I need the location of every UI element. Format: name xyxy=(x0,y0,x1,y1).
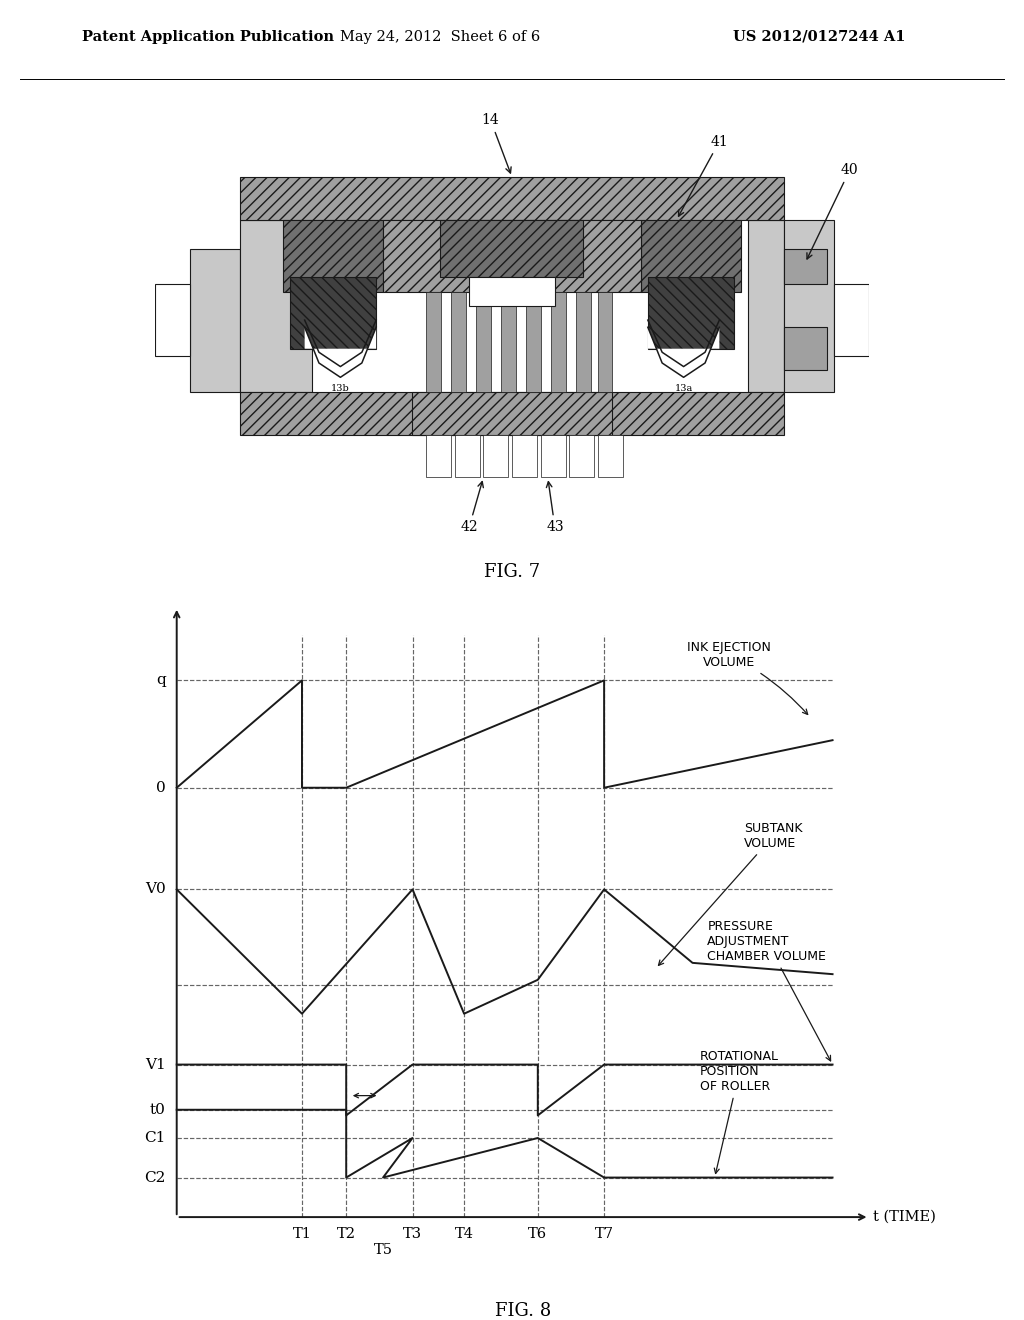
Bar xyxy=(748,220,783,392)
Bar xyxy=(648,277,733,348)
Text: t (TIME): t (TIME) xyxy=(873,1210,936,1224)
Text: T3: T3 xyxy=(403,1228,422,1241)
Text: T6: T6 xyxy=(528,1228,548,1241)
Text: FIG. 7: FIG. 7 xyxy=(484,564,540,581)
Bar xyxy=(569,434,594,478)
Bar xyxy=(476,292,490,392)
Bar xyxy=(241,392,783,434)
Bar xyxy=(598,434,623,478)
Bar xyxy=(641,220,740,292)
Text: 14: 14 xyxy=(481,114,511,173)
Text: V1: V1 xyxy=(145,1057,166,1072)
Bar xyxy=(455,434,480,478)
Bar xyxy=(598,292,612,392)
Bar xyxy=(502,292,515,392)
Text: T2: T2 xyxy=(337,1228,355,1241)
Bar xyxy=(155,284,190,356)
Bar xyxy=(452,292,466,392)
Text: Patent Application Publication: Patent Application Publication xyxy=(82,29,334,44)
Text: 40: 40 xyxy=(807,164,858,259)
Bar xyxy=(426,434,452,478)
Text: t0: t0 xyxy=(150,1102,166,1117)
Text: 42: 42 xyxy=(460,482,483,535)
Text: q: q xyxy=(156,673,166,688)
Text: 43: 43 xyxy=(546,482,564,535)
Bar xyxy=(541,434,565,478)
Text: May 24, 2012  Sheet 6 of 6: May 24, 2012 Sheet 6 of 6 xyxy=(340,29,541,44)
Bar xyxy=(412,392,612,434)
Bar xyxy=(241,220,311,392)
Bar xyxy=(483,434,509,478)
Text: 0: 0 xyxy=(156,780,166,795)
Text: 13a: 13a xyxy=(675,384,692,393)
Bar xyxy=(577,292,591,392)
Bar xyxy=(783,248,826,284)
Bar xyxy=(291,277,376,348)
Text: INK EJECTION
VOLUME: INK EJECTION VOLUME xyxy=(687,642,808,714)
Text: PRESSURE
ADJUSTMENT
CHAMBER VOLUME: PRESSURE ADJUSTMENT CHAMBER VOLUME xyxy=(708,920,830,1061)
Bar xyxy=(526,292,541,392)
Text: C1: C1 xyxy=(144,1131,166,1144)
Bar xyxy=(241,177,783,220)
Bar xyxy=(551,292,565,392)
Text: US 2012/0127244 A1: US 2012/0127244 A1 xyxy=(733,29,905,44)
Bar xyxy=(512,434,537,478)
Text: C2: C2 xyxy=(144,1171,166,1184)
Text: T4: T4 xyxy=(455,1228,474,1241)
Text: 41: 41 xyxy=(679,135,728,216)
Bar xyxy=(783,327,826,370)
Bar xyxy=(190,248,241,392)
Text: SUBTANK
VOLUME: SUBTANK VOLUME xyxy=(658,822,803,965)
Bar xyxy=(440,220,584,277)
Text: T1: T1 xyxy=(293,1228,311,1241)
Bar xyxy=(834,284,869,356)
Bar xyxy=(426,292,440,392)
Bar xyxy=(383,220,641,292)
Bar xyxy=(783,220,834,392)
Bar xyxy=(469,277,555,306)
Text: T7: T7 xyxy=(595,1228,613,1241)
Text: 13b: 13b xyxy=(331,384,350,393)
Text: T5: T5 xyxy=(374,1242,392,1257)
Text: ROTATIONAL
POSITION
OF ROLLER: ROTATIONAL POSITION OF ROLLER xyxy=(700,1049,779,1173)
Bar xyxy=(284,220,383,292)
Text: FIG. 8: FIG. 8 xyxy=(495,1302,551,1320)
Text: V0: V0 xyxy=(145,882,166,896)
